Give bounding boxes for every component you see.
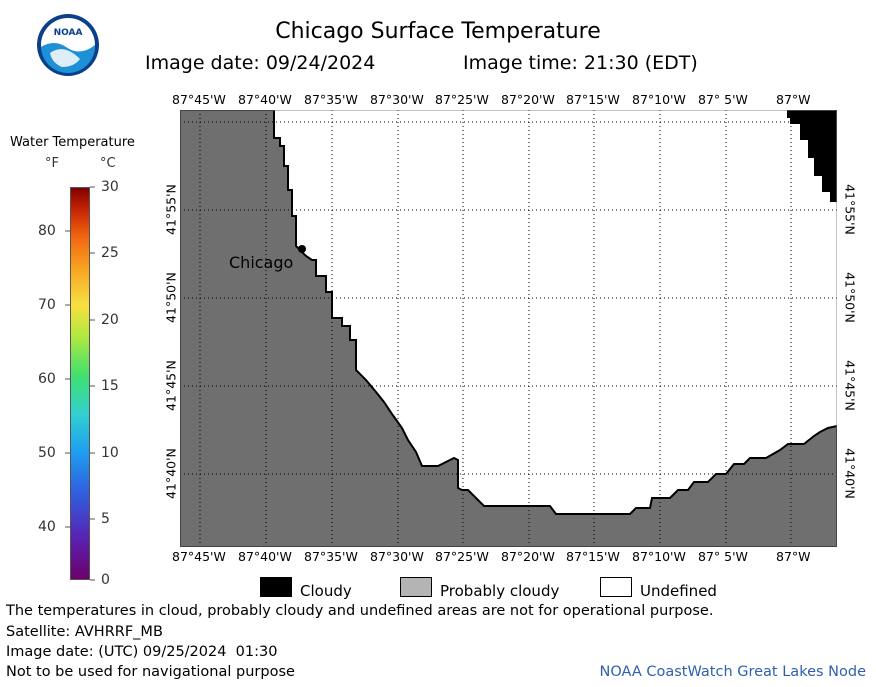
noaa-logo-text: NOAA	[54, 28, 83, 38]
lon-label-top: 87°40'W	[238, 92, 292, 107]
legend-label-probably-cloudy: Probably cloudy	[440, 582, 560, 600]
page-title: Chicago Surface Temperature	[275, 19, 601, 44]
colorbar-ticks	[65, 186, 95, 581]
colorbar-c-tick: 25	[101, 245, 119, 261]
colorbar-c-tick: 5	[101, 511, 110, 527]
legend-swatch-probably-cloudy	[400, 577, 432, 597]
lon-label-top: 87°35'W	[304, 92, 358, 107]
lon-label-top: 87°20'W	[501, 92, 555, 107]
legend-label-cloudy: Cloudy	[300, 582, 352, 600]
lat-label-left: 41°45'N	[163, 360, 179, 411]
colorbar-title: Water Temperature	[10, 135, 135, 150]
footer-utc-date: Image date: (UTC) 09/25/2024 01:30	[6, 644, 278, 660]
lat-label-right: 41°55'N	[842, 184, 858, 235]
noaa-logo: NOAA	[37, 14, 99, 76]
colorbar-unit-c: °C	[100, 156, 116, 171]
lat-label-right: 41°40'N	[842, 448, 858, 499]
graticule	[180, 110, 837, 547]
image-date: Image date: 09/24/2024	[145, 52, 376, 74]
lat-label-left: 41°50'N	[163, 272, 179, 323]
colorbar-c-tick: 15	[101, 378, 119, 394]
lon-label-bottom: 87°30'W	[370, 549, 424, 564]
lat-label-left: 41°40'N	[163, 448, 179, 499]
lat-label-right: 41°45'N	[842, 360, 858, 411]
colorbar-f-tick: 50	[38, 445, 56, 461]
colorbar-f-tick: 80	[38, 223, 56, 239]
lon-label-top: 87°15'W	[566, 92, 620, 107]
lon-label-bottom: 87°15'W	[566, 549, 620, 564]
land-area	[180, 110, 837, 547]
lon-label-bottom: 87°25'W	[435, 549, 489, 564]
lon-label-bottom: 87°40'W	[238, 549, 292, 564]
lon-label-bottom: 87°35'W	[304, 549, 358, 564]
image-time: Image time: 21:30 (EDT)	[463, 52, 698, 74]
footer-disclaimer: The temperatures in cloud, probably clou…	[6, 603, 714, 619]
lon-label-bottom: 87°45'W	[172, 549, 226, 564]
footer-nav-warning: Not to be used for navigational purpose	[6, 664, 295, 680]
lon-label-top: 87°25'W	[435, 92, 489, 107]
colorbar-f-tick: 40	[38, 519, 56, 535]
cloud-area	[787, 110, 837, 202]
colorbar-c-tick: 10	[101, 445, 119, 461]
lon-label-top: 87° 5'W	[698, 92, 748, 107]
lat-label-left: 41°55'N	[163, 184, 179, 235]
footer-satellite: Satellite: AVHRRF_MB	[6, 624, 163, 640]
lon-label-bottom: 87°W	[776, 549, 811, 564]
colorbar-f-tick: 60	[38, 371, 56, 387]
lon-label-top: 87°45'W	[172, 92, 226, 107]
colorbar-f-tick: 70	[38, 297, 56, 313]
lon-label-bottom: 87°20'W	[501, 549, 555, 564]
legend-swatch-cloudy	[260, 577, 292, 597]
colorbar-unit-f: °F	[45, 156, 59, 171]
city-label-chicago: Chicago	[229, 253, 294, 272]
lon-label-top: 87°10'W	[632, 92, 686, 107]
chicago-marker	[298, 245, 306, 253]
lon-label-bottom: 87°10'W	[632, 549, 686, 564]
footer-credit[interactable]: NOAA CoastWatch Great Lakes Node	[599, 664, 866, 680]
colorbar-c-tick: 20	[101, 312, 119, 328]
lon-label-top: 87°W	[776, 92, 811, 107]
colorbar-c-tick: 30	[101, 179, 119, 195]
colorbar-c-tick: 0	[101, 572, 110, 588]
map	[180, 110, 837, 547]
legend-label-undefined: Undefined	[640, 582, 717, 600]
lon-label-bottom: 87° 5'W	[698, 549, 748, 564]
lon-label-top: 87°30'W	[370, 92, 424, 107]
colorbar	[70, 187, 90, 580]
legend-swatch-undefined	[600, 577, 632, 597]
lat-label-right: 41°50'N	[842, 272, 858, 323]
